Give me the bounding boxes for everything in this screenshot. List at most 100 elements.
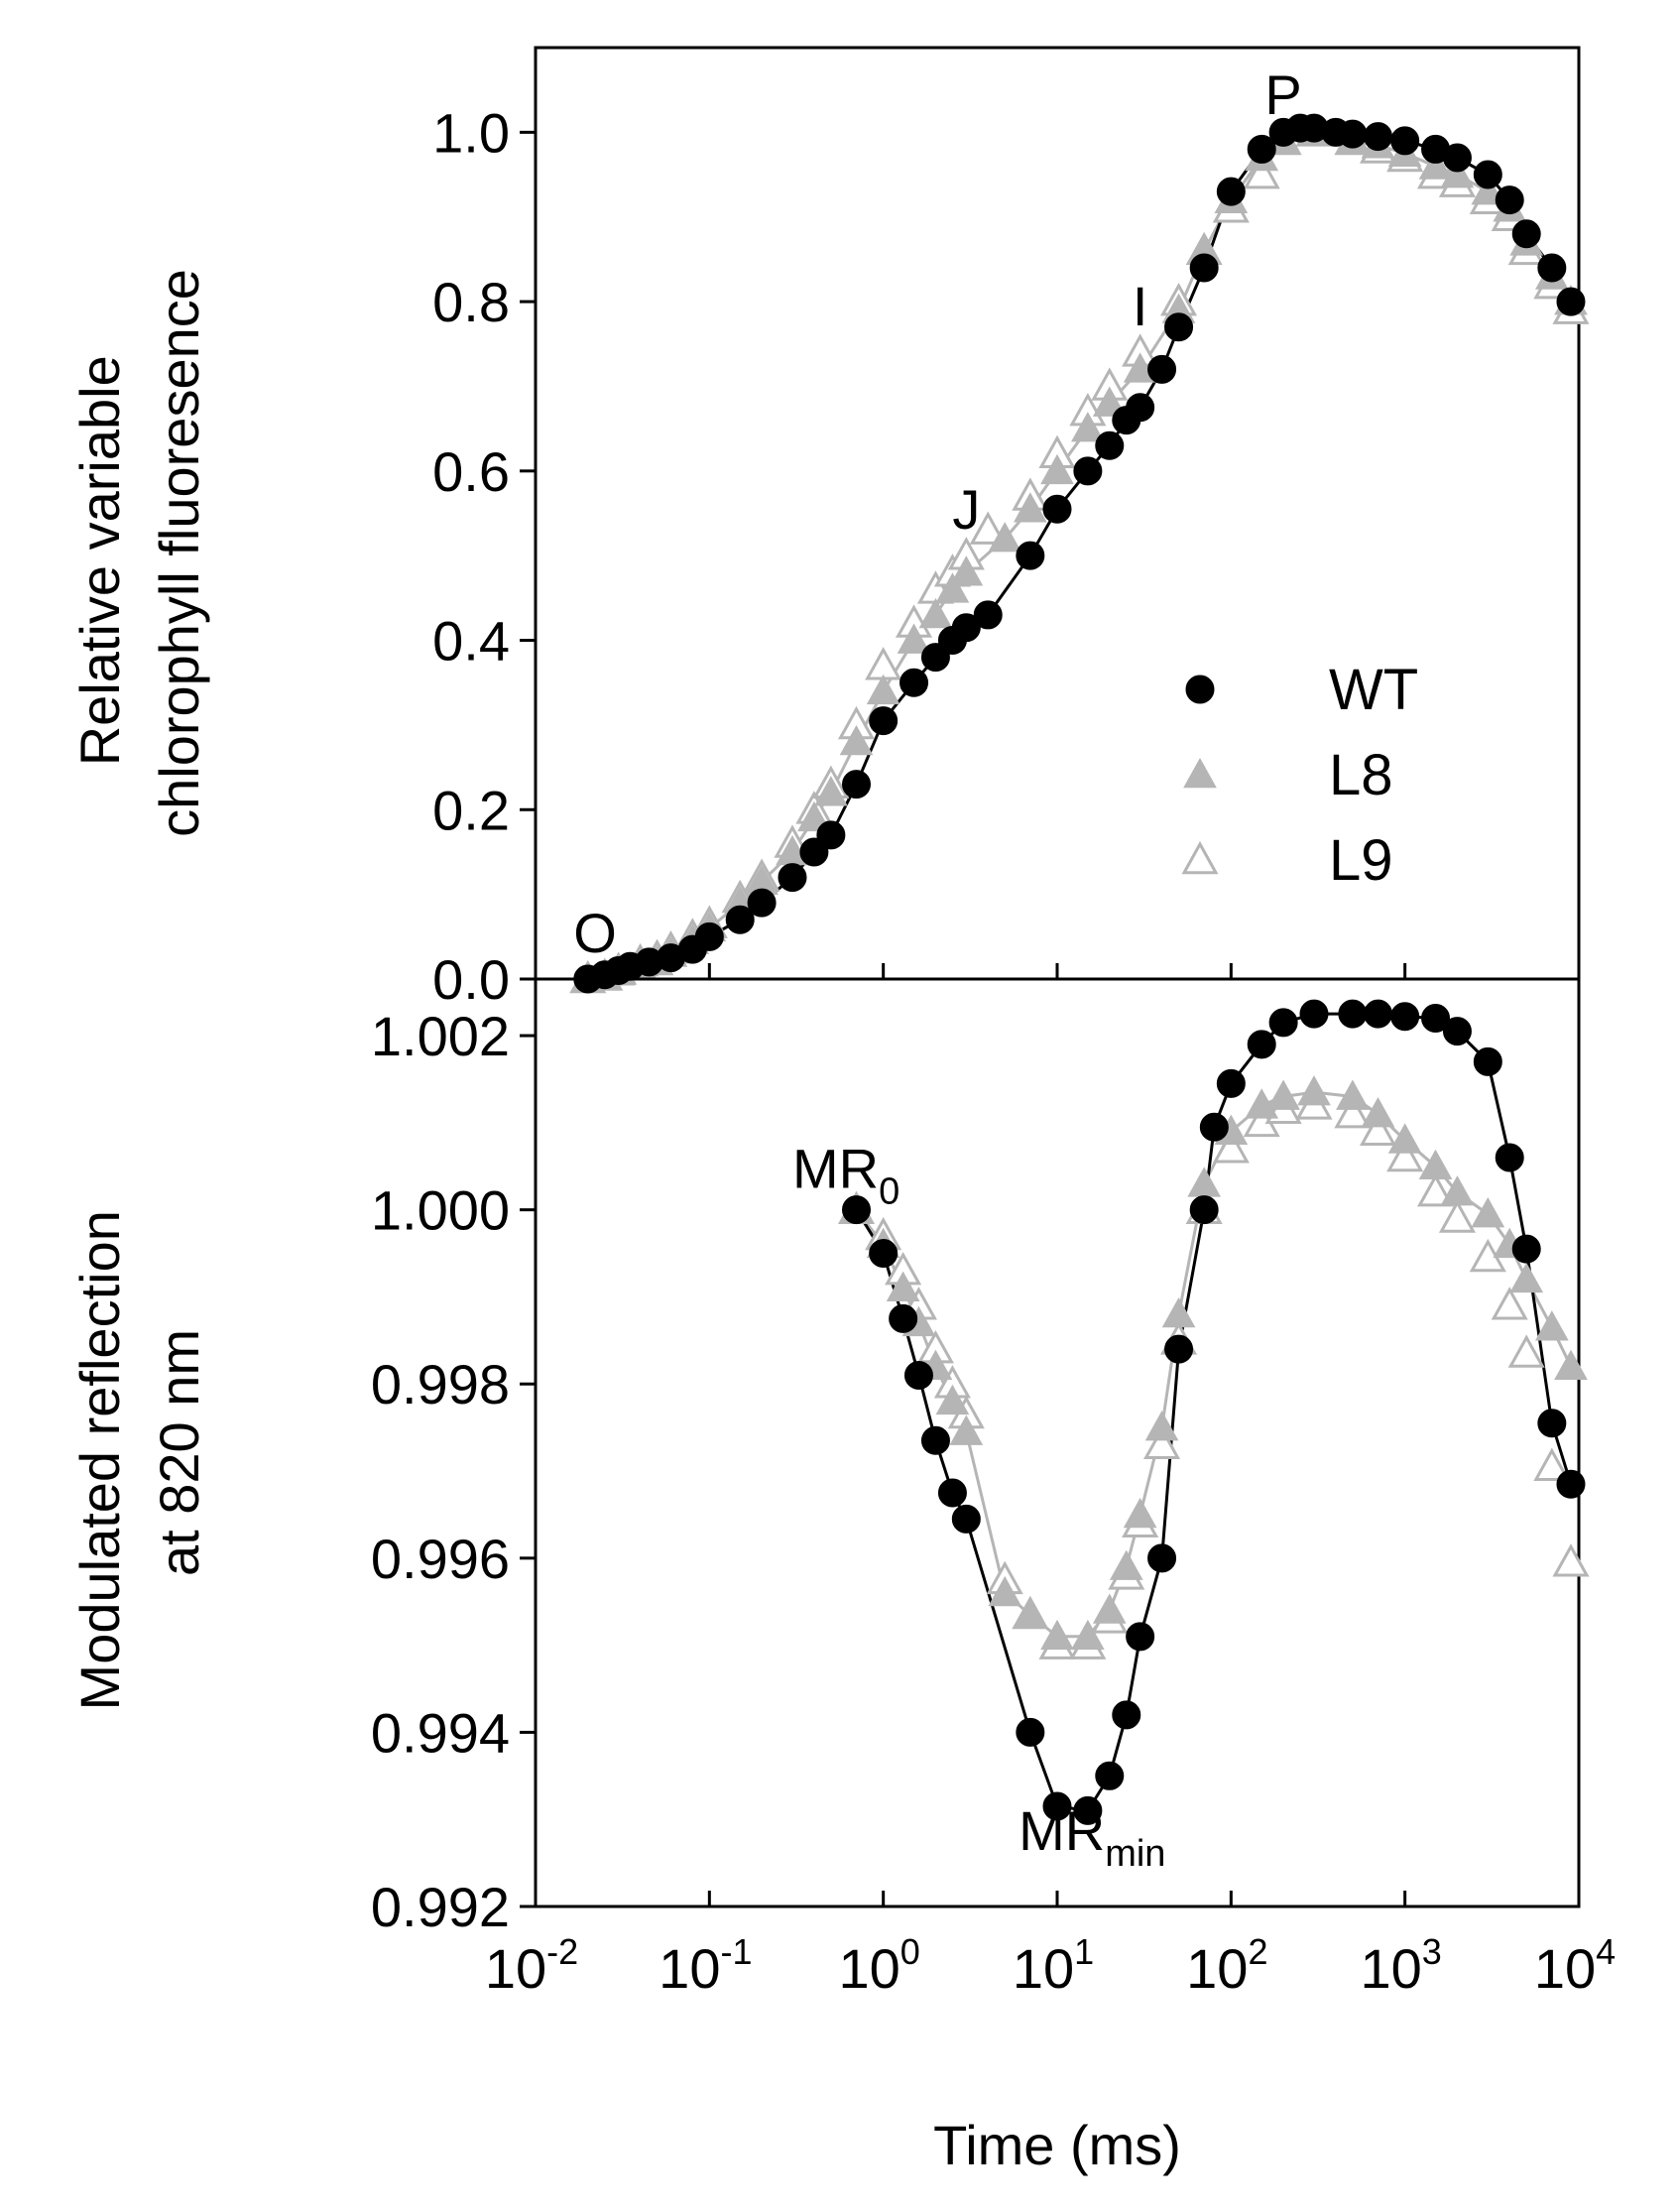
bottom-point-l8	[1266, 1079, 1300, 1110]
bottom-point-wt	[1073, 1795, 1103, 1825]
bottom-point-wt	[1421, 1004, 1451, 1034]
x-tick-label: 102	[1186, 1931, 1267, 2000]
bottom-point-l9	[1334, 1094, 1372, 1129]
top-point-wt	[694, 922, 724, 951]
bottom-y-tick-label: 1.000	[371, 1179, 510, 1242]
bottom-point-wt	[1473, 1046, 1502, 1076]
top-point-wt	[1164, 312, 1194, 342]
bottom-point-l9	[1416, 1173, 1455, 1207]
x-tick-label-base: 10	[1361, 1937, 1422, 2000]
bottom-point-l9	[1359, 1112, 1397, 1146]
top-point-wt	[1042, 494, 1072, 524]
bottom-point-l8	[886, 1271, 920, 1301]
bottom-point-wt	[1016, 1717, 1045, 1747]
bottom-y-tick-label: 1.002	[371, 1005, 510, 1067]
legend-marker-wt	[1185, 675, 1215, 704]
annotation-base: MR	[792, 1138, 879, 1200]
top-point-l8	[1071, 412, 1105, 442]
bottom-point-l8	[1471, 1197, 1505, 1228]
top-point-wt	[1511, 219, 1541, 249]
top-point-wt	[869, 706, 899, 736]
top-y-tick-label: 0.4	[432, 610, 510, 673]
legend-marker-l8	[1183, 757, 1217, 789]
top-point-l8	[866, 674, 900, 705]
x-tick-label-exponent: 2	[1248, 1931, 1267, 1972]
bottom-point-l8	[1534, 1310, 1569, 1341]
top-point-wt	[1073, 456, 1103, 486]
x-tick-label: 101	[1013, 1931, 1094, 2000]
bottom-point-wt	[1442, 1017, 1472, 1046]
bottom-y-tick-label: 0.994	[371, 1701, 510, 1764]
top-point-l8	[1013, 492, 1047, 523]
bottom-point-l8	[949, 1414, 984, 1445]
top-y-tick-label: 0.2	[432, 779, 510, 841]
legend-label-l8: L8	[1329, 743, 1393, 807]
bottom-point-l8	[1554, 1349, 1588, 1380]
bottom-point-l8	[1361, 1097, 1395, 1128]
bottom-point-wt	[1164, 1334, 1194, 1364]
top-point-wt	[1147, 354, 1177, 384]
bottom-point-l8	[1123, 1497, 1157, 1529]
bottom-y-tick-label: 0.998	[371, 1353, 510, 1415]
x-tick-label-exponent: -2	[546, 1931, 578, 1972]
legend-marker-l9	[1181, 840, 1219, 875]
bottom-point-wt	[1199, 1112, 1229, 1142]
x-tick-label: 103	[1361, 1931, 1442, 2000]
annotation-subscript: 0	[879, 1171, 899, 1213]
bottom-point-wt	[1338, 999, 1368, 1029]
top-point-wt	[1556, 287, 1586, 316]
top-point-l8	[918, 597, 953, 629]
bottom-plot-frame	[534, 977, 1581, 1908]
bottom-point-l9	[1507, 1334, 1545, 1368]
top-y-tick-label: 0.8	[432, 271, 510, 333]
bottom-point-l8	[1144, 1411, 1179, 1441]
top-point-wt	[778, 863, 807, 893]
bottom-point-l8	[1387, 1123, 1422, 1154]
top-point-l8	[949, 555, 984, 586]
bottom-point-wt	[869, 1239, 899, 1269]
bottom-point-l8	[1245, 1088, 1279, 1119]
bottom-point-wt	[1511, 1234, 1541, 1264]
x-tick-label: 104	[1534, 1931, 1616, 2000]
bottom-point-wt	[889, 1303, 918, 1333]
top-y-axis: 0.0 0.2 0.4 0.6 0.8 1.0	[432, 101, 536, 1011]
top-point-wt	[1016, 541, 1045, 570]
bottom-annotation-mr-min: MRmin	[1019, 1799, 1165, 1875]
bottom-point-wt	[920, 1425, 950, 1455]
bottom-point-l8	[1418, 1149, 1453, 1180]
top-point-wt	[1473, 160, 1502, 189]
top-point-wt	[725, 905, 755, 934]
bottom-point-wt	[1247, 1030, 1276, 1059]
bottom-point-wt	[951, 1504, 981, 1534]
x-tick-label-base: 10	[659, 1937, 720, 2000]
bottom-y-axis-title-line-1: Modulated reflection	[68, 1210, 131, 1710]
bottom-point-l8	[988, 1575, 1022, 1607]
bottom-point-wt	[937, 1478, 967, 1508]
top-point-l8	[839, 724, 874, 756]
top-point-l8	[1092, 386, 1127, 417]
top-annotation-j: J	[952, 478, 980, 541]
bottom-annotations: MR0 MRmin	[792, 1138, 1165, 1875]
bottom-point-wt	[903, 1360, 933, 1390]
top-point-wt	[816, 820, 846, 850]
bottom-y-axis-title-line-2: at 820 nm	[148, 1329, 210, 1576]
bottom-point-wt	[1268, 1008, 1298, 1038]
bottom-point-wt	[1556, 1469, 1586, 1499]
bottom-point-l8	[1092, 1593, 1127, 1624]
bottom-point-l8	[1013, 1597, 1047, 1629]
x-tick-label: 10-1	[659, 1931, 752, 2000]
top-annotation-o: O	[573, 902, 617, 964]
bottom-y-axis-title: Modulated reflection at 820 nm	[68, 1195, 210, 1711]
x-tick-label-exponent: 0	[900, 1931, 920, 1972]
top-point-wt	[1247, 134, 1276, 164]
top-point-l9	[969, 511, 1007, 545]
x-tick-label-exponent: 1	[1074, 1931, 1094, 1972]
bottom-point-wt	[1147, 1543, 1177, 1573]
top-point-l8	[897, 623, 931, 654]
top-point-wt	[842, 770, 872, 799]
top-y-axis-title-line-2: chlorophyll fluoresence	[148, 269, 210, 837]
bottom-point-wt	[1042, 1791, 1072, 1821]
bottom-point-wt	[1095, 1761, 1125, 1790]
